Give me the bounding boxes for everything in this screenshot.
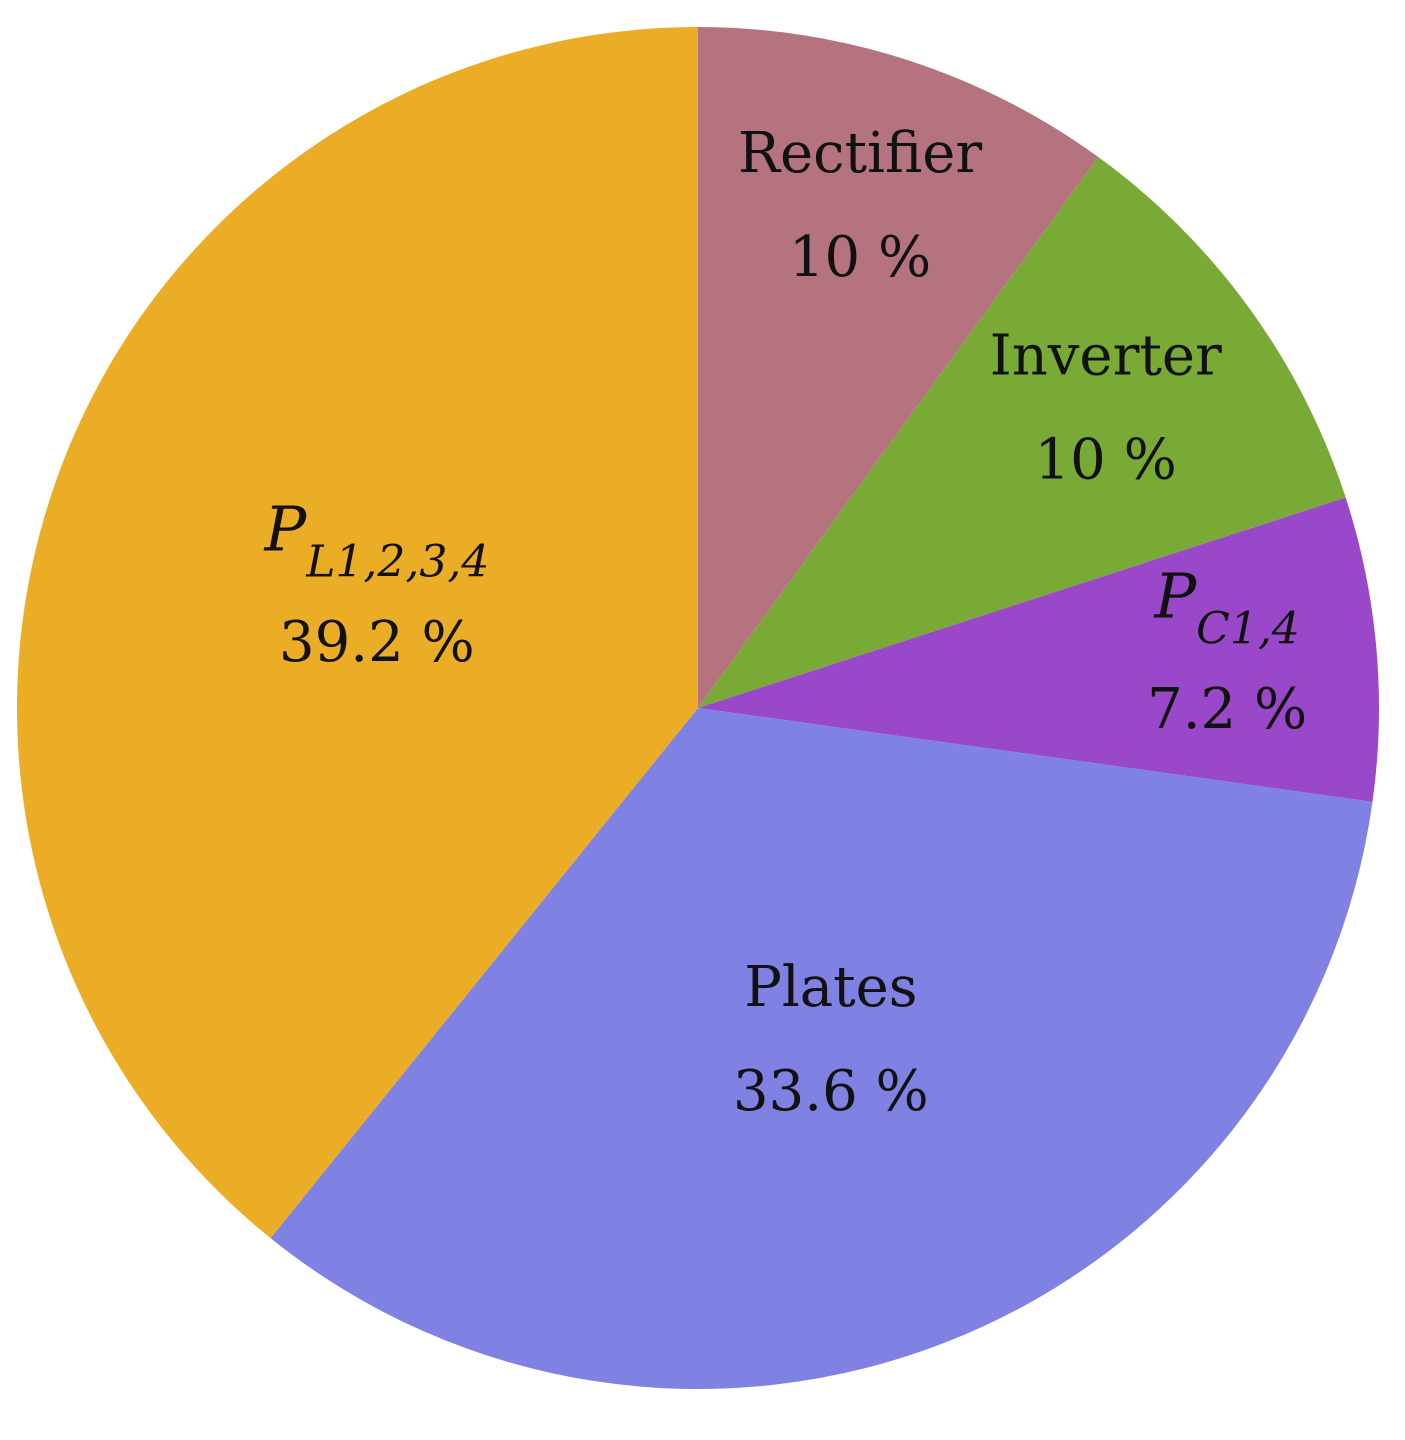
pie-slice	[698, 27, 1099, 708]
value-label: 10 %	[789, 225, 931, 290]
slice-label: PL1,2,3,4	[263, 493, 489, 587]
label-sub: L1,2,3,4	[305, 536, 489, 587]
pie-slice	[270, 708, 1373, 1389]
pie-slice	[16, 27, 699, 1239]
pie-slice	[698, 497, 1379, 802]
value-label: 39.2 %	[279, 610, 475, 675]
value-label: 33.6 %	[733, 1059, 929, 1124]
slice-label: PC1,4	[1153, 559, 1299, 653]
label-sub: C1,4	[1196, 603, 1300, 654]
pie-slice	[698, 157, 1346, 708]
slice-label: Inverter	[990, 323, 1222, 388]
slice-label: Plates	[744, 955, 917, 1020]
value-label: 7.2 %	[1147, 677, 1307, 742]
label-base: P	[1153, 559, 1197, 632]
slice-label: Rectifier	[738, 121, 983, 186]
label-base: P	[263, 493, 307, 566]
value-label: 10 %	[1035, 427, 1177, 492]
